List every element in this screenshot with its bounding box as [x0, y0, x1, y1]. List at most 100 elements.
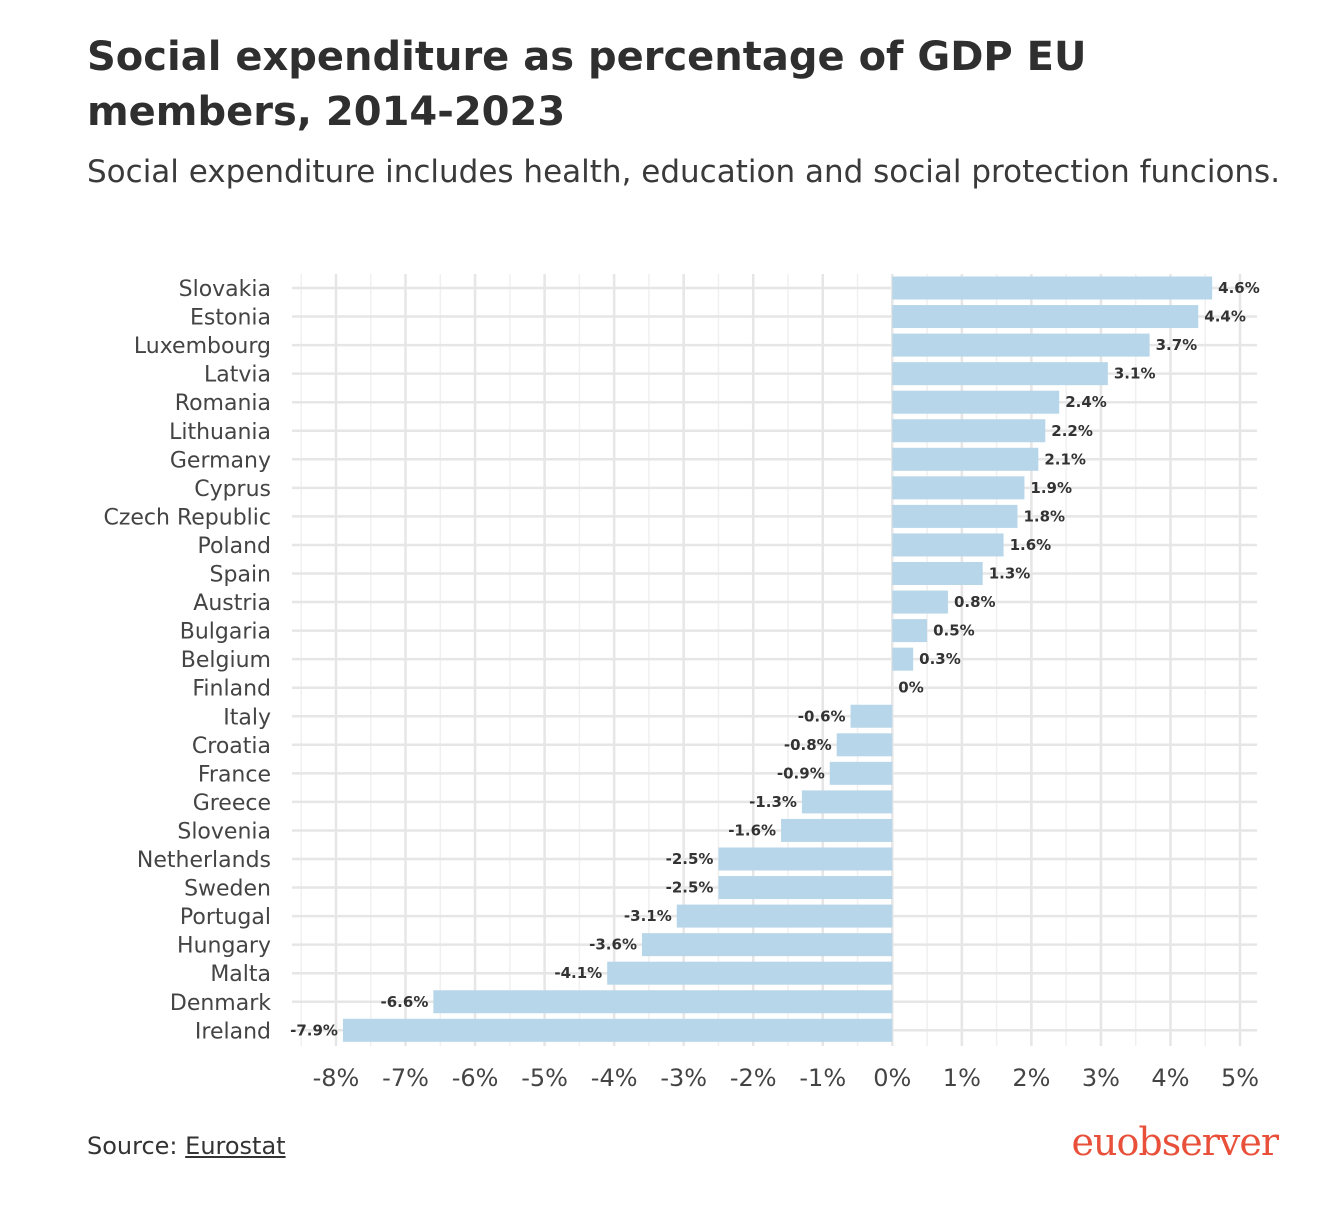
category-label: Ireland [195, 1019, 271, 1044]
category-label: Belgium [181, 648, 271, 673]
x-tick-label: -3% [660, 1064, 707, 1092]
bar [718, 876, 893, 900]
bar [892, 533, 1004, 557]
data-label: -7.9% [290, 1021, 338, 1039]
category-label: Austria [193, 591, 271, 616]
bar [641, 933, 893, 957]
bar [892, 305, 1199, 329]
data-label: 0.5% [933, 622, 975, 640]
category-label: Germany [170, 448, 271, 473]
data-label: -2.5% [666, 850, 714, 868]
bar [892, 333, 1150, 357]
bar [892, 647, 914, 671]
x-tick-label: -2% [730, 1064, 777, 1092]
data-label: 1.6% [1010, 536, 1052, 554]
x-tick-label: -5% [521, 1064, 568, 1092]
category-label: Czech Republic [103, 505, 271, 530]
category-label: Sweden [184, 877, 271, 902]
x-tick-label: -4% [591, 1064, 638, 1092]
category-label: Romania [175, 391, 271, 416]
category-label: Bulgaria [180, 620, 271, 645]
data-label: 0.8% [954, 593, 996, 611]
category-label: Spain [210, 563, 271, 588]
data-label: 3.7% [1156, 336, 1198, 354]
data-label: 1.3% [989, 565, 1031, 583]
bar [718, 847, 893, 871]
bar [892, 447, 1039, 471]
x-tick-label: -8% [313, 1064, 360, 1092]
x-tick-label: 2% [1012, 1064, 1050, 1092]
bar [801, 790, 893, 814]
category-label: Cyprus [194, 477, 271, 502]
x-tick-label: 3% [1082, 1064, 1120, 1092]
category-label: Estonia [190, 306, 271, 331]
bar [781, 818, 893, 842]
data-label: -0.9% [777, 764, 825, 782]
data-label: 4.6% [1218, 279, 1260, 297]
category-label: Finland [192, 677, 271, 702]
bar [892, 419, 1046, 443]
x-tick-label: 5% [1221, 1064, 1259, 1092]
x-tick-label: 1% [943, 1064, 981, 1092]
category-label: Greece [193, 791, 271, 816]
data-label: 4.4% [1204, 308, 1246, 326]
bar [892, 619, 928, 643]
x-tick-label: -7% [382, 1064, 429, 1092]
data-label: -3.1% [624, 907, 672, 925]
bar [892, 504, 1018, 528]
data-label: 1.9% [1030, 479, 1072, 497]
bar [892, 276, 1213, 300]
x-tick-label: -1% [799, 1064, 846, 1092]
data-label: -2.5% [666, 879, 714, 897]
source-link[interactable]: Eurostat [185, 1132, 286, 1160]
bar [433, 990, 893, 1014]
data-label: -0.8% [784, 736, 832, 754]
chart-subtitle: Social expenditure includes health, educ… [87, 154, 1281, 190]
data-label: 2.1% [1044, 450, 1086, 468]
category-label: Italy [223, 705, 271, 730]
category-label: Luxembourg [134, 334, 271, 359]
bar [676, 904, 893, 928]
data-label: 1.8% [1023, 507, 1065, 525]
bar [892, 562, 983, 585]
category-label: Slovakia [179, 277, 271, 302]
source-note: Source: Eurostat [87, 1132, 286, 1160]
x-tick-label: 0% [873, 1064, 911, 1092]
euobserver-logo: euobserver [1071, 1120, 1279, 1164]
bar [829, 761, 893, 785]
data-label: -1.6% [728, 821, 776, 839]
category-label: Lithuania [169, 420, 271, 445]
category-label: Hungary [177, 934, 271, 959]
chart-title: Social expenditure as percentage of GDP … [87, 34, 1087, 135]
category-label: Malta [210, 962, 271, 987]
bar [892, 362, 1108, 386]
x-tick-label: 4% [1151, 1064, 1189, 1092]
data-label: 0.3% [919, 650, 961, 668]
data-label: -4.1% [554, 964, 602, 982]
bar [892, 476, 1025, 500]
bar [892, 590, 948, 614]
data-label: 0% [898, 679, 923, 697]
category-label: Croatia [192, 734, 271, 759]
category-label: Denmark [170, 991, 271, 1016]
bar [850, 704, 893, 728]
data-label: -6.6% [381, 993, 429, 1011]
data-label: -0.6% [798, 707, 846, 725]
x-tick-label: -6% [452, 1064, 499, 1092]
bar [836, 733, 893, 757]
bar [607, 961, 893, 985]
source-prefix: Source: [87, 1132, 178, 1160]
data-label: 2.4% [1065, 393, 1107, 411]
category-label: France [198, 762, 271, 787]
category-label: Netherlands [137, 848, 271, 873]
data-label: 2.2% [1051, 422, 1093, 440]
category-label: Slovenia [177, 819, 271, 844]
bar [342, 1018, 893, 1042]
bar [892, 390, 1060, 414]
category-label: Latvia [204, 363, 271, 388]
data-label: 3.1% [1114, 365, 1156, 383]
category-label: Poland [198, 534, 271, 559]
data-label: -1.3% [749, 793, 797, 811]
data-label: -3.6% [589, 936, 637, 954]
